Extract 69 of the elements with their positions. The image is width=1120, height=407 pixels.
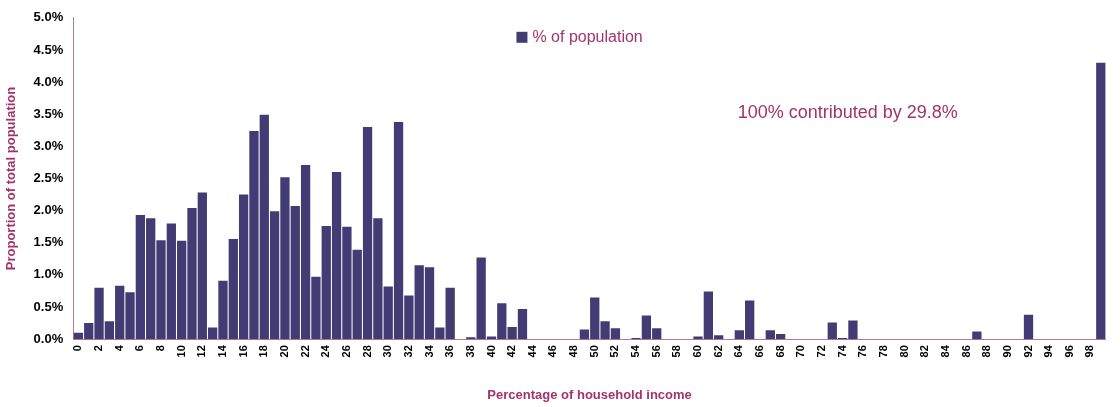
x-tick-label: 52 (608, 345, 621, 358)
x-tick-label: 34 (422, 344, 435, 358)
x-tick-label: 80 (897, 345, 910, 358)
x-tick-label: 50 (587, 345, 600, 358)
x-tick-label: 44 (525, 344, 538, 358)
x-tick-label: 88 (980, 345, 993, 358)
x-axis-title: Percentage of household income (487, 386, 692, 402)
x-tick-label: 4 (112, 344, 125, 352)
y-tick-label: 3.0% (33, 137, 64, 153)
legend-label: % of population (532, 28, 643, 46)
x-tick-label: 98 (1083, 345, 1096, 358)
x-tick-label: 62 (711, 345, 724, 358)
bar (445, 287, 455, 340)
x-tick-label: 66 (753, 345, 766, 358)
x-tick-label: 22 (298, 345, 311, 358)
x-tick-label: 56 (649, 345, 662, 358)
x-tick-label: 18 (257, 345, 270, 358)
y-tick-label: 4.0% (33, 73, 64, 89)
annotation: 100% contributed by 29.8% (737, 101, 958, 122)
bar (1023, 314, 1034, 340)
x-tick-label: 24 (319, 344, 332, 358)
x-tick-label: 94 (1042, 344, 1055, 358)
x-tick-label: 60 (691, 345, 704, 358)
x-tick-label: 0 (71, 345, 84, 352)
x-tick-label: 28 (360, 345, 373, 358)
x-tick-label: 8 (154, 345, 167, 352)
x-tick-label: 84 (938, 344, 951, 358)
x-tick-label: 54 (629, 344, 642, 358)
x-tick-label: 14 (216, 344, 229, 358)
x-tick-label: 30 (381, 345, 394, 358)
x-tick-label: 38 (463, 345, 476, 358)
y-tick-label: 1.5% (33, 234, 64, 250)
x-tick-label: 32 (401, 345, 414, 358)
y-tick-label: 0.5% (33, 298, 64, 314)
x-tick-label: 2 (92, 345, 105, 352)
x-tick-label: 90 (1000, 345, 1013, 358)
x-tick-label: 10 (174, 345, 187, 358)
y-tick-label: 2.0% (33, 202, 64, 218)
x-tick-label: 46 (546, 345, 559, 358)
y-tick-label: 4.5% (33, 41, 64, 57)
x-tick-label: 72 (814, 345, 827, 358)
y-tick-label: 5.0% (33, 9, 64, 25)
x-tick-label: 64 (732, 344, 745, 358)
bar (1096, 62, 1106, 340)
x-tick-label: 82 (918, 345, 931, 358)
x-tick-label: 36 (443, 345, 456, 358)
bar (972, 331, 982, 340)
x-tick-label: 86 (959, 345, 972, 358)
x-tick-label: 42 (505, 345, 518, 358)
x-tick-label: 40 (484, 345, 497, 358)
y-tick-label: 2.5% (33, 170, 64, 186)
x-tick-label: 48 (567, 345, 580, 358)
y-tick-label: 0.0% (33, 330, 64, 346)
x-tick-label: 96 (1062, 345, 1075, 358)
x-tick-label: 68 (773, 345, 786, 358)
x-tick-label: 26 (339, 345, 352, 358)
x-tick-label: 70 (794, 345, 807, 358)
x-tick-label: 76 (856, 345, 869, 358)
x-tick-label: 12 (195, 345, 208, 358)
x-tick-label: 74 (835, 344, 848, 358)
x-tick-label: 58 (670, 345, 683, 358)
x-tick-label: 92 (1021, 345, 1034, 358)
x-tick-label: 16 (236, 345, 249, 358)
y-tick-label: 3.5% (33, 105, 64, 121)
y-axis-title: Proportion of total population (3, 86, 19, 271)
x-tick-label: 20 (277, 345, 290, 358)
x-tick-label: 78 (876, 345, 889, 358)
y-tick-label: 1.0% (33, 266, 64, 282)
x-tick-label: 6 (133, 345, 146, 352)
